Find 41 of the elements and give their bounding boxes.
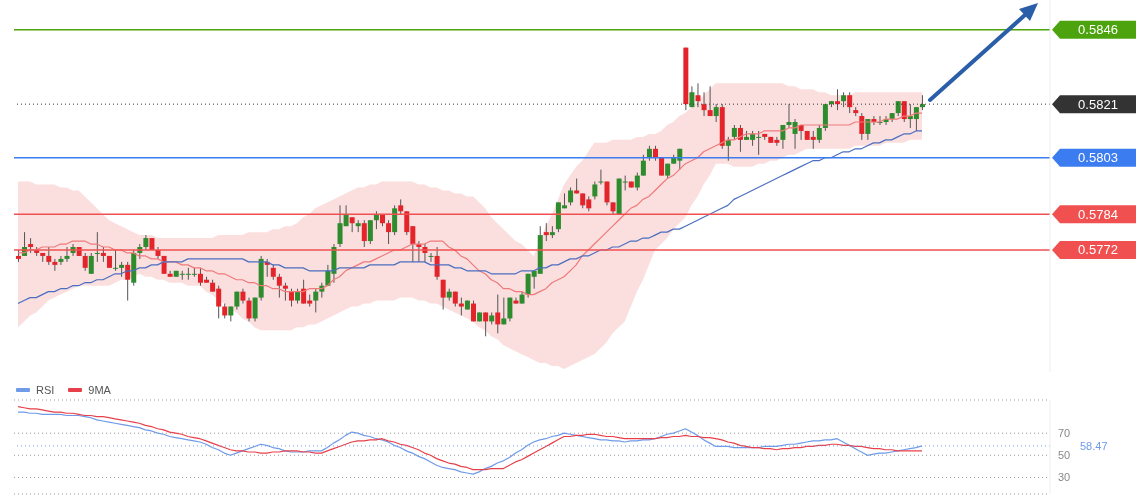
candlestick <box>701 91 707 117</box>
candlestick <box>428 252 434 263</box>
candlestick <box>598 169 604 186</box>
candlestick <box>513 297 519 305</box>
candlestick <box>835 88 841 111</box>
y-tick-label: 0.5821 <box>1078 96 1118 112</box>
candlestick <box>495 294 501 334</box>
candlestick <box>367 219 373 245</box>
candlestick <box>707 85 713 117</box>
y-tick-label: 0.5784 <box>1078 206 1118 222</box>
legend-label: RSI <box>36 384 55 396</box>
y-tick-label: 50 <box>1058 449 1071 462</box>
candlestick <box>88 252 94 275</box>
candlestick <box>361 219 367 248</box>
candlestick <box>246 297 252 322</box>
candlestick <box>167 270 173 278</box>
candlestick <box>58 255 64 266</box>
ref-line-label: 58.47 <box>1080 439 1108 452</box>
candlestick <box>640 154 646 177</box>
y-tick-label: 0.5772 <box>1078 242 1118 258</box>
candlestick <box>786 103 792 129</box>
legend-label: 9MA <box>88 384 111 396</box>
candlestick <box>313 288 319 313</box>
candlestick <box>386 219 392 245</box>
candlestick <box>392 204 398 236</box>
candlestick <box>125 261 131 302</box>
candlestick <box>113 249 119 272</box>
candlestick <box>276 273 282 299</box>
candlestick <box>483 311 489 337</box>
candlestick <box>64 246 70 263</box>
candlestick <box>52 258 58 272</box>
candlestick <box>440 279 446 310</box>
candlestick <box>94 231 100 263</box>
y-tick-label: 0.5846 <box>1078 22 1118 38</box>
y-tick-label: 0.5803 <box>1078 150 1118 166</box>
candlestick <box>859 112 865 141</box>
candlestick <box>695 82 701 108</box>
y-tick-label: 70 <box>1058 427 1071 440</box>
y-tick-label: 30 <box>1058 471 1071 484</box>
candlestick <box>434 246 440 281</box>
candlestick <box>501 297 507 325</box>
